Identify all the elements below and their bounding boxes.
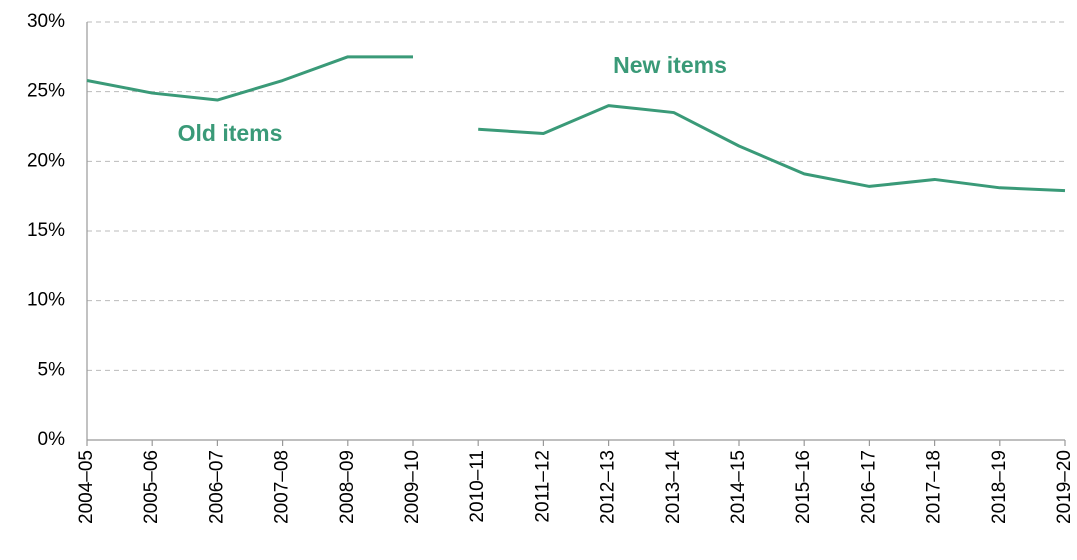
y-tick-label: 20% xyxy=(27,150,65,171)
x-tick-label: 2016–17 xyxy=(858,450,879,524)
x-tick-label: 2013–14 xyxy=(663,450,684,524)
series-label: New items xyxy=(613,52,727,78)
x-tick-label: 2009–10 xyxy=(402,450,423,524)
x-tick-label: 2010–11 xyxy=(467,450,488,523)
x-tick-label: 2017–18 xyxy=(924,450,945,524)
y-tick-label: 25% xyxy=(27,81,65,102)
y-tick-label: 10% xyxy=(27,290,65,311)
x-tick-label: 2018–19 xyxy=(989,450,1010,524)
x-tick-label: 2012–13 xyxy=(598,450,619,524)
y-tick-label: 30% xyxy=(27,11,65,32)
x-tick-label: 2006–07 xyxy=(206,450,227,524)
y-tick-label: 5% xyxy=(38,359,66,380)
x-tick-label: 2008–09 xyxy=(337,450,358,524)
x-tick-label: 2019–20 xyxy=(1054,450,1075,524)
x-tick-label: 2015–16 xyxy=(793,450,814,524)
x-tick-label: 2004–05 xyxy=(76,450,97,524)
x-tick-label: 2007–08 xyxy=(272,450,293,524)
series-line xyxy=(478,104,1066,193)
x-tick-label: 2005–06 xyxy=(141,450,162,524)
y-tick-label: 0% xyxy=(38,429,66,450)
x-tick-label: 2011–12 xyxy=(532,450,553,523)
x-tick-label: 2014–15 xyxy=(728,450,749,524)
series-line xyxy=(86,55,413,102)
series-label: Old items xyxy=(178,120,283,146)
y-tick-label: 15% xyxy=(27,220,65,241)
